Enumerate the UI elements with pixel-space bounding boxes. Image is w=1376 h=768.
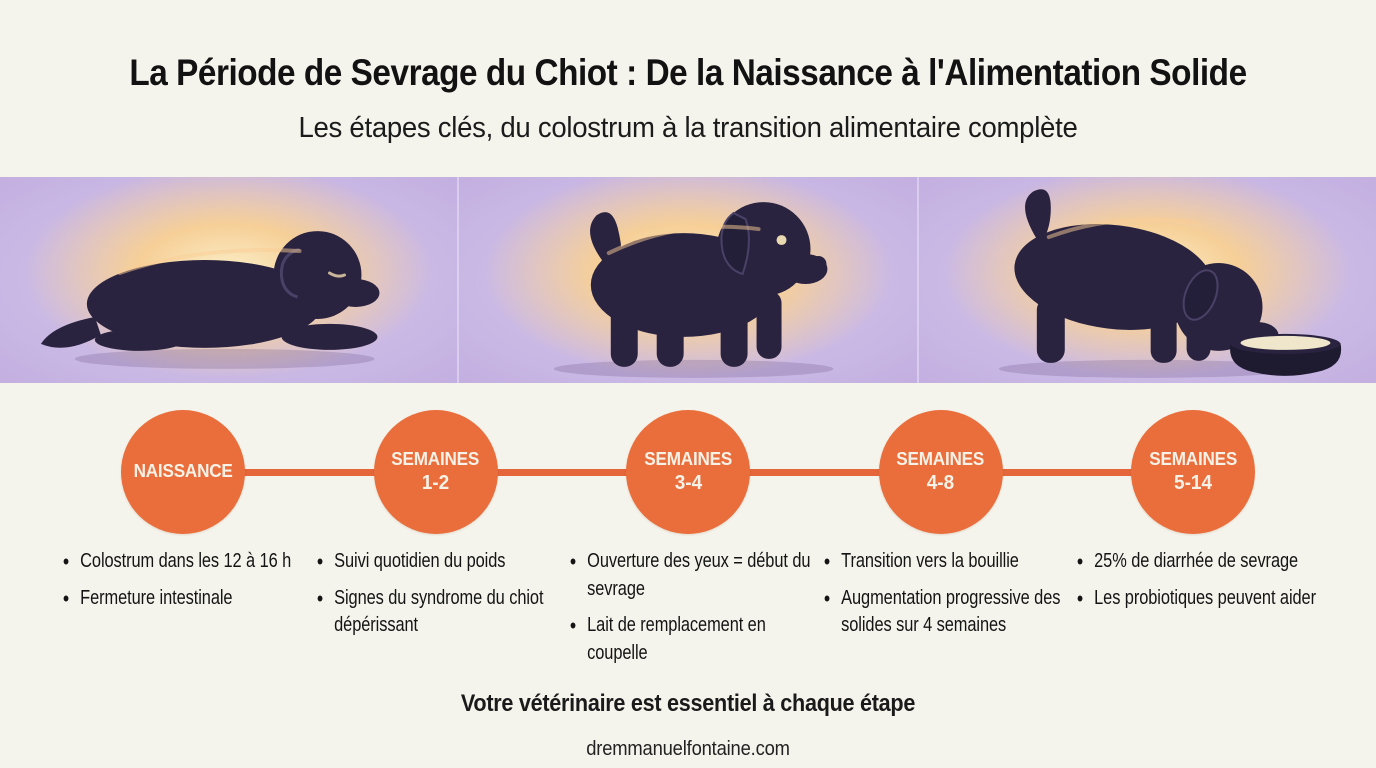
timeline-stage-semaines-5-14: SEMAINES 5-14: [1131, 410, 1255, 534]
stage-details-semaines-5-14: 25% de diarrhée de sevrage Les probiotiq…: [1072, 547, 1318, 676]
page-subtitle: Les étapes clés, du colostrum à la trans…: [298, 112, 1078, 144]
banner-panel-newborn: [0, 177, 458, 383]
timeline-stage-semaines-1-2: SEMAINES 1-2: [373, 410, 498, 534]
detail-item: Colostrum dans les 12 à 16 h: [58, 547, 304, 577]
detail-item: 25% de diarrhée de sevrage: [1072, 547, 1318, 577]
banner-panel-eating: [916, 177, 1376, 383]
stage-sublabel: 3-4: [674, 472, 702, 494]
stage-details-semaines-4-8: Transition vers la bouillie Augmentation…: [819, 547, 1065, 676]
stage-label: SEMAINES: [391, 449, 480, 469]
detail-item: Fermeture intestinale: [58, 584, 304, 614]
stage-label: SEMAINES: [1149, 449, 1237, 469]
stage-label: NAISSANCE: [133, 460, 233, 481]
stage-sublabel: 1-2: [421, 472, 450, 494]
timeline-stage-semaines-3-4: SEMAINES 3-4: [626, 410, 750, 534]
detail-item: Suivi quotidien du poids: [312, 547, 558, 577]
detail-item: Ouverture des yeux = début du sevrage: [565, 547, 811, 603]
stage-details: Colostrum dans les 12 à 16 h Fermeture i…: [0, 547, 1376, 676]
timeline: NAISSANCE SEMAINES 1-2 SEMAINES 3-4 SEMA…: [0, 410, 1376, 534]
page-title: La Période de Sevrage du Chiot : De la N…: [129, 52, 1247, 93]
banner-panel-standing: [457, 177, 917, 383]
detail-item: Augmentation progressive des solides sur…: [819, 584, 1065, 640]
newborn-puppy-lying-icon: [40, 231, 380, 369]
stage-sublabel: 4-8: [926, 472, 955, 494]
detail-item: Lait de remplacement en coupelle: [565, 611, 811, 667]
stage-details-semaines-3-4: Ouverture des yeux = début du sevrage La…: [565, 547, 811, 676]
website-url: dremmanuelfontaine.com: [586, 738, 790, 761]
timeline-stage-naissance: NAISSANCE: [121, 410, 245, 534]
puppy-standing-icon: [554, 202, 834, 378]
detail-item: Les probiotiques peuvent aider: [1072, 584, 1318, 614]
stage-sublabel: 5-14: [1173, 472, 1213, 494]
stage-details-naissance: Colostrum dans les 12 à 16 h Fermeture i…: [58, 547, 304, 676]
stage-label: SEMAINES: [644, 449, 732, 469]
stage-label: SEMAINES: [896, 449, 985, 469]
veterinarian-note: Votre vétérinaire est essentiel à chaque…: [460, 690, 916, 718]
puppy-eating-from-bowl-icon: [998, 189, 1341, 378]
stage-details-semaines-1-2: Suivi quotidien du poids Signes du syndr…: [312, 547, 558, 676]
illustration-banner: [0, 177, 1376, 383]
header: La Période de Sevrage du Chiot : De la N…: [0, 0, 1376, 177]
detail-item: Transition vers la bouillie: [819, 547, 1065, 577]
timeline-stage-semaines-4-8: SEMAINES 4-8: [878, 410, 1003, 534]
detail-item: Signes du syndrome du chiot dépérissant: [312, 584, 558, 640]
